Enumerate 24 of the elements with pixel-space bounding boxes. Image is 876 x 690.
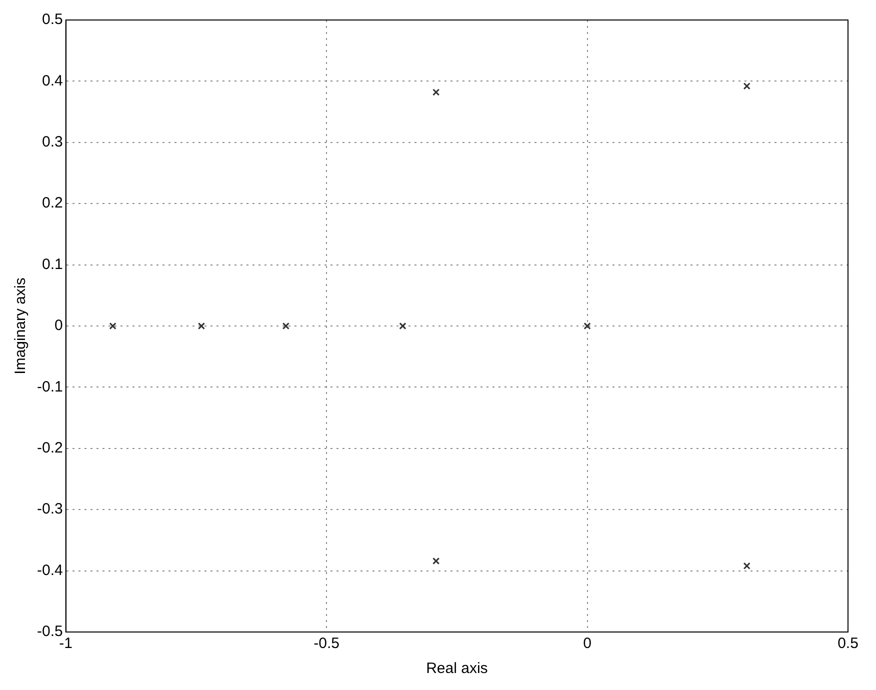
- point: [743, 82, 750, 90]
- point: [432, 557, 440, 565]
- y-tick-label: 0: [54, 317, 63, 334]
- y-tick-label: 0.4: [42, 72, 63, 90]
- y-tick-label: 0.5: [42, 11, 63, 28]
- y-tick-label: -0.3: [36, 500, 63, 518]
- point: [109, 322, 116, 330]
- point: [198, 322, 205, 330]
- y-tick-label: -0.1: [36, 378, 63, 396]
- y-tick-label: -0.2: [36, 440, 63, 457]
- point: [282, 322, 290, 330]
- x-tick-label: 0.5: [838, 635, 858, 652]
- y-axis-title: Imaginary axis: [12, 278, 30, 374]
- y-tick-label: 0.3: [42, 134, 63, 151]
- point: [399, 322, 406, 330]
- x-tick-label: 0: [583, 635, 592, 652]
- point: [743, 562, 750, 570]
- y-tick-label: 0.2: [42, 194, 63, 212]
- x-tick-label: -0.5: [314, 635, 340, 652]
- point: [432, 88, 440, 96]
- y-tick-label: -0.4: [36, 562, 63, 579]
- x-axis-title: Real axis: [426, 660, 488, 678]
- y-tick-label: 0.1: [42, 256, 63, 273]
- point: [584, 322, 591, 330]
